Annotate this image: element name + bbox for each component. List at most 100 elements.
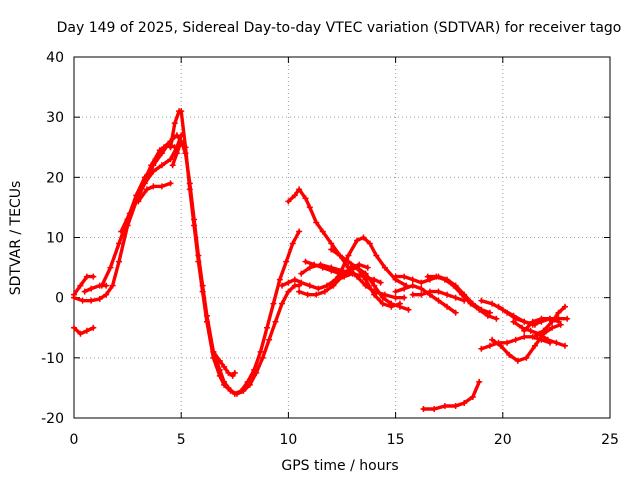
x-tick-label: 25	[601, 432, 619, 448]
data-point-marker	[373, 252, 380, 259]
data-point-marker	[401, 273, 408, 280]
data-point-marker	[272, 318, 279, 325]
data-point-marker	[298, 279, 305, 286]
data-point-marker	[371, 282, 378, 289]
data-point-marker	[77, 330, 84, 337]
data-point-marker	[493, 315, 500, 322]
data-point-marker	[79, 297, 86, 304]
data-point-marker	[171, 120, 178, 127]
data-point-marker	[244, 378, 251, 385]
data-point-marker	[229, 372, 236, 379]
data-point-marker	[362, 276, 369, 283]
data-point-marker	[555, 318, 562, 325]
data-point-marker	[313, 291, 320, 298]
x-tick-label: 15	[387, 432, 405, 448]
data-point-marker	[118, 228, 125, 235]
data-point-marker	[71, 294, 77, 301]
data-point-marker	[420, 405, 427, 412]
data-point-marker	[186, 180, 193, 187]
data-point-marker	[199, 282, 206, 289]
series-layer	[71, 108, 571, 412]
data-point-marker	[379, 294, 386, 301]
data-point-marker	[521, 333, 528, 340]
data-point-marker	[178, 138, 185, 145]
data-point-marker	[431, 405, 438, 412]
axis-ticks	[73, 56, 611, 419]
y-tick-label: 0	[55, 291, 64, 307]
data-point-marker	[141, 177, 148, 184]
data-point-marker	[476, 306, 483, 313]
data-point-marker	[251, 366, 258, 373]
data-point-marker	[553, 339, 560, 346]
data-point-marker	[476, 378, 483, 385]
data-point-marker	[377, 279, 384, 286]
data-point-marker	[401, 285, 408, 292]
data-point-marker	[306, 204, 313, 211]
data-point-marker	[216, 357, 223, 364]
data-point-marker	[173, 132, 180, 139]
data-point-marker	[418, 291, 425, 298]
data-point-marker	[216, 366, 223, 373]
data-point-marker	[531, 333, 538, 340]
data-point-marker	[321, 288, 328, 295]
y-axis-label: SDTVAR / TECUs	[8, 181, 24, 296]
data-point-marker	[336, 270, 343, 277]
data-point-marker	[158, 183, 165, 190]
data-point-marker	[444, 303, 451, 310]
data-point-marker	[167, 180, 174, 187]
data-point-marker	[195, 252, 202, 259]
data-point-marker	[538, 315, 545, 322]
data-point-marker	[81, 288, 88, 295]
data-point-marker	[319, 264, 326, 271]
data-point-marker	[77, 282, 84, 289]
data-point-marker	[203, 312, 210, 319]
data-point-marker	[285, 279, 292, 286]
data-point-marker	[392, 273, 399, 280]
data-point-marker	[469, 393, 476, 400]
data-point-marker	[564, 315, 571, 322]
data-point-marker	[512, 336, 519, 343]
data-point-marker	[381, 264, 388, 271]
data-point-marker	[221, 378, 228, 385]
data-point-marker	[557, 321, 564, 328]
data-point-marker	[88, 297, 95, 304]
data-point-marker	[356, 261, 363, 268]
data-point-marker	[278, 282, 285, 289]
data-point-marker	[109, 282, 116, 289]
data-point-marker	[512, 315, 519, 322]
data-point-marker	[83, 327, 90, 334]
data-point-marker	[135, 198, 142, 205]
data-point-marker	[302, 258, 309, 265]
data-point-marker	[435, 297, 442, 304]
data-point-marker	[221, 363, 228, 370]
data-point-marker	[270, 300, 277, 307]
data-point-marker	[266, 336, 273, 343]
data-point-marker	[461, 399, 468, 406]
y-tick-label: 20	[46, 170, 64, 186]
data-point-marker	[371, 276, 378, 283]
data-point-marker	[409, 276, 416, 283]
y-tick-label: 40	[46, 50, 64, 66]
data-point-marker	[452, 294, 459, 301]
x-tick-label: 10	[279, 432, 297, 448]
data-point-marker	[379, 300, 386, 307]
data-point-marker	[313, 219, 320, 226]
data-point-marker	[561, 303, 568, 310]
data-point-marker	[531, 342, 538, 349]
data-point-marker	[349, 270, 356, 277]
data-point-marker	[296, 228, 303, 235]
data-point-marker	[546, 315, 553, 322]
data-point-marker	[182, 150, 189, 157]
data-point-marker	[158, 162, 165, 169]
data-point-marker	[444, 291, 451, 298]
data-point-marker	[489, 300, 496, 307]
data-point-marker	[506, 351, 513, 358]
data-point-marker	[88, 285, 95, 292]
data-point-marker	[544, 336, 551, 343]
x-tick-label: 0	[70, 432, 79, 448]
data-point-marker	[291, 192, 298, 199]
data-point-marker	[521, 327, 528, 334]
data-point-marker	[259, 354, 266, 361]
data-point-marker	[178, 108, 185, 115]
